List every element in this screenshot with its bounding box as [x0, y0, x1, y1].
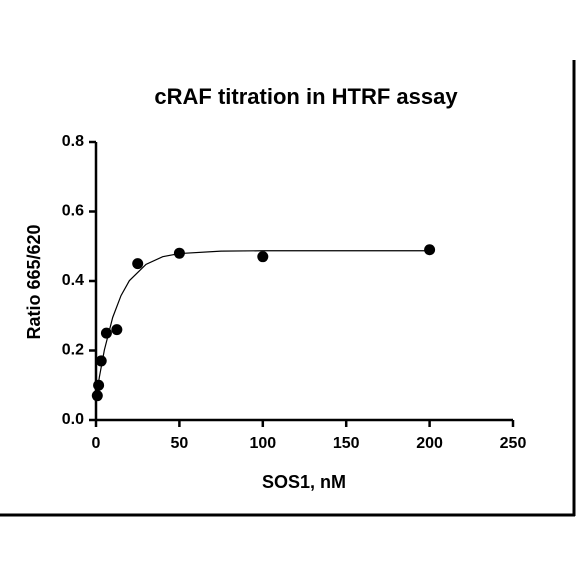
- data-point: [424, 244, 436, 256]
- x-tick-label: 50: [171, 435, 189, 452]
- x-tick-label: 100: [249, 435, 276, 452]
- data-point: [111, 324, 123, 336]
- data-point: [132, 258, 144, 270]
- x-tick-label: 250: [500, 435, 527, 452]
- data-point: [95, 355, 107, 367]
- x-tick-label: 200: [416, 435, 443, 452]
- x-tick-label: 0: [92, 435, 101, 452]
- y-axis-label: Ratio 665/620: [24, 224, 44, 339]
- y-tick-label: 0.8: [62, 133, 84, 150]
- y-tick-label: 0.6: [62, 203, 84, 220]
- fit-curve: [95, 250, 430, 400]
- data-point: [93, 379, 105, 391]
- data-point: [257, 251, 269, 263]
- x-tick-label: 150: [333, 435, 360, 452]
- data-point: [173, 247, 185, 259]
- x-axis-label: SOS1, nM: [262, 472, 346, 492]
- data-point: [91, 390, 103, 402]
- chart-title: cRAF titration in HTRF assay: [154, 84, 458, 109]
- y-tick-label: 0.4: [62, 272, 84, 289]
- y-tick-label: 0.2: [62, 342, 84, 359]
- data-point: [100, 327, 112, 339]
- y-tick-label: 0.0: [62, 411, 84, 428]
